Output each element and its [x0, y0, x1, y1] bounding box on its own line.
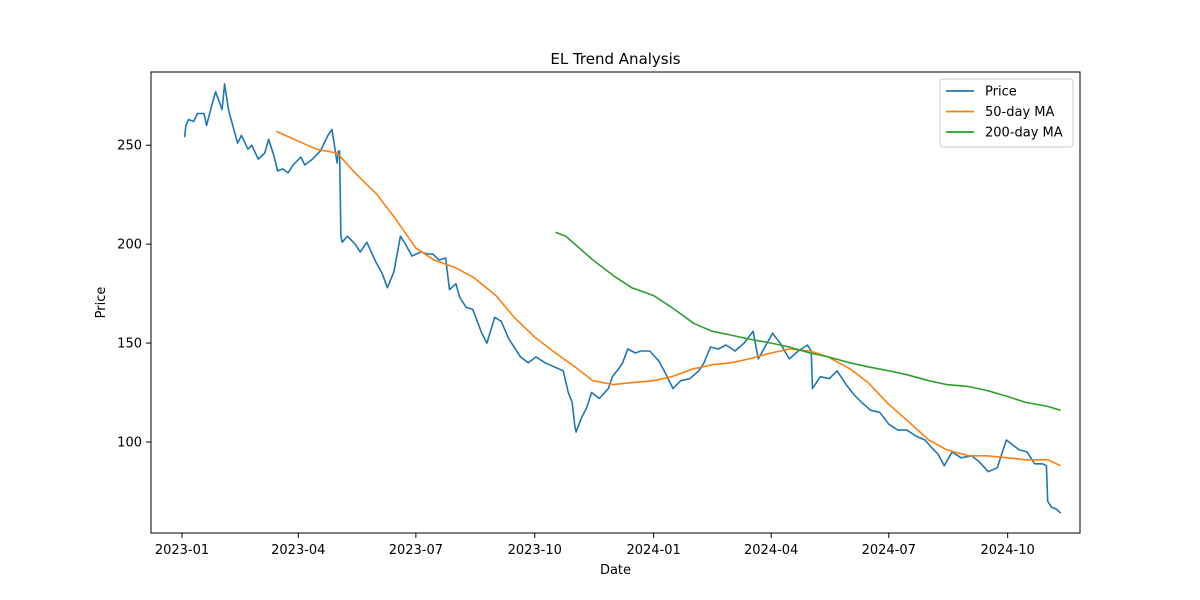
y-tick-label: 250: [117, 139, 142, 154]
y-axis: 100 150 200 250: [117, 139, 151, 450]
y-axis-label: Price: [94, 287, 109, 319]
series-line-200-day-ma: [555, 231, 1061, 412]
x-tick-label: 2023-07: [389, 543, 443, 558]
y-tick-label: 100: [117, 435, 142, 450]
legend-box: [939, 78, 1074, 148]
legend-label-price: Price: [985, 85, 1017, 100]
x-tick-label: 2023-10: [508, 543, 562, 558]
legend: Price 50-day MA 200-day MA: [939, 78, 1074, 148]
legend-entries: Price 50-day MA 200-day MA: [946, 85, 1063, 141]
chart-title: EL Trend Analysis: [550, 50, 680, 68]
x-tick-label: 2024-01: [626, 543, 680, 558]
series-line-50-day-ma: [275, 130, 1061, 467]
series-line-price: [183, 83, 1062, 514]
x-tick-label: 2024-10: [980, 543, 1034, 558]
series-layer: [183, 83, 1062, 514]
legend-label-50-day-ma: 50-day MA: [985, 105, 1054, 120]
y-tick-label: 150: [117, 337, 142, 352]
x-axis-label: Date: [600, 563, 631, 578]
plot-frame: [150, 71, 1081, 534]
x-tick-label: 2023-01: [155, 543, 209, 558]
plot-area: [150, 71, 1081, 534]
x-tick-label: 2023-04: [271, 543, 325, 558]
x-axis: 2023-01 2023-04 2023-07 2023-10 2024-01 2024-…: [155, 533, 1035, 558]
legend-label-200-day-ma: 200-day MA: [985, 126, 1063, 141]
x-tick-label: 2024-07: [862, 543, 916, 558]
x-tick-label: 2024-04: [744, 543, 798, 558]
y-tick-label: 200: [117, 238, 142, 253]
